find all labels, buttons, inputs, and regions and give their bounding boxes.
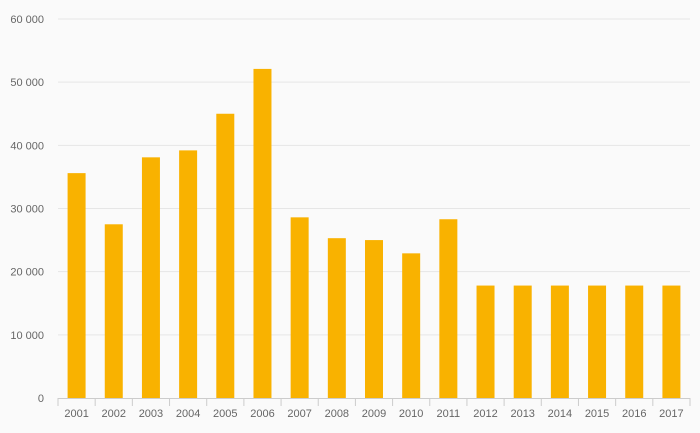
x-tick-label: 2006 (250, 408, 274, 420)
y-tick-label: 60 000 (10, 14, 44, 26)
bar (327, 238, 346, 398)
x-tick-label: 2003 (139, 408, 163, 420)
y-tick-label: 20 000 (10, 267, 44, 279)
x-tick-label: 2015 (585, 408, 609, 420)
x-tick-label: 2011 (437, 408, 461, 420)
x-axis: 2001 2002 2003 2004 2005 2006 2007 2008 2009 2010… (57, 398, 691, 420)
bar (402, 253, 421, 398)
x-tick-label: 2008 (325, 408, 349, 420)
bar (216, 113, 235, 398)
bar (550, 285, 569, 398)
x-tick-label: 2004 (176, 408, 200, 420)
y-axis: 0 10 000 20 000 30 000 40 000 50 000 60 000 (10, 14, 44, 405)
x-tick-label: 2002 (102, 408, 126, 420)
x-tick-label: 2010 (399, 408, 423, 420)
x-tick-label: 2014 (548, 408, 572, 420)
bar (476, 285, 495, 398)
x-tick-label: 2001 (64, 408, 88, 420)
x-tick-label: 2009 (362, 408, 386, 420)
bar (290, 217, 309, 398)
bar-series (67, 68, 681, 398)
bar (439, 219, 458, 398)
x-tick-label: 2005 (213, 408, 237, 420)
bar (588, 285, 607, 398)
y-tick-label: 50 000 (10, 77, 44, 89)
bar (662, 285, 681, 398)
y-tick-label: 30 000 (10, 204, 44, 216)
grid-lines (58, 18, 690, 336)
x-tick-label: 2013 (510, 408, 534, 420)
x-tick-label: 2007 (287, 408, 311, 420)
bar (253, 68, 272, 398)
bar (365, 240, 383, 398)
bar (513, 285, 532, 398)
bar (67, 173, 86, 398)
x-tick-label: 2016 (622, 408, 646, 420)
y-tick-label: 40 000 (10, 140, 44, 152)
y-tick-label: 0 (38, 393, 44, 405)
bar (141, 157, 160, 398)
bar (179, 150, 198, 398)
x-tick-label: 2017 (659, 408, 683, 420)
x-tick-label: 2012 (473, 408, 497, 420)
bar (625, 285, 644, 398)
y-tick-label: 10 000 (10, 330, 44, 342)
bar (104, 224, 123, 398)
